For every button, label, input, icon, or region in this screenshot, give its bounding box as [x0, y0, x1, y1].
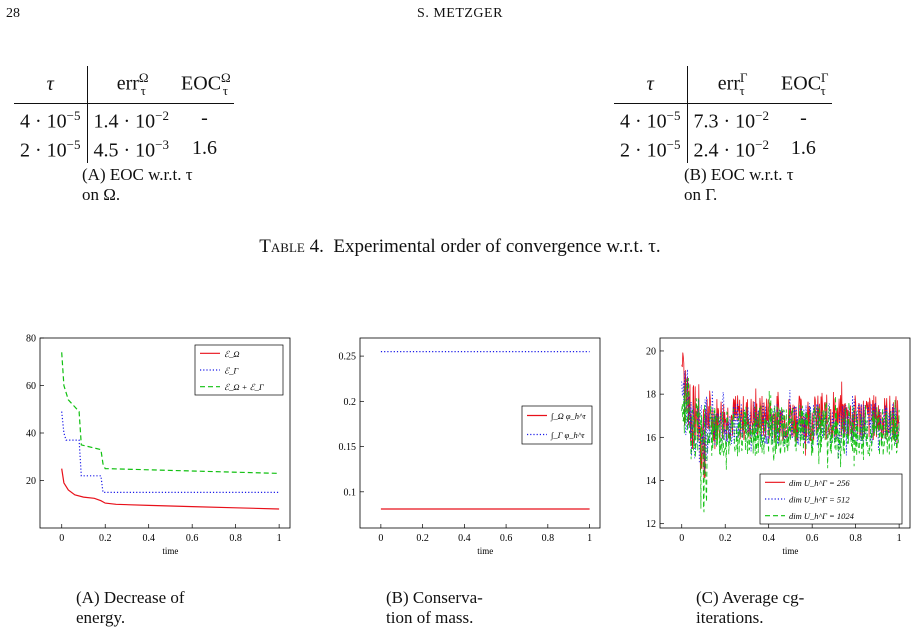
- x-tick-label: 0.8: [229, 533, 242, 544]
- y-tick-label: 80: [26, 334, 36, 345]
- table-b-caption: (B) EOC w.r.t. τ on Γ.: [684, 165, 794, 204]
- x-tick-label: 0.4: [762, 533, 775, 544]
- y-tick-label: 14: [646, 476, 656, 487]
- x-tick-label: 0.4: [142, 533, 155, 544]
- y-tick-label: 0.1: [344, 487, 357, 498]
- col-tau: τ: [14, 66, 88, 104]
- x-tick-label: 0.8: [849, 533, 862, 544]
- x-tick-label: 0.2: [416, 533, 429, 544]
- figure-a-caption: (A) Decrease of energy.: [76, 588, 185, 627]
- x-tick-label: 1: [587, 533, 592, 544]
- col-tau: τ: [614, 66, 688, 104]
- x-axis-label: time: [477, 546, 493, 556]
- series-line-1: [61, 411, 280, 493]
- table-row: 2 · 10−5 4.5 · 10−3 1.6: [14, 133, 234, 163]
- y-tick-label: 0.15: [339, 442, 357, 453]
- plot-frame: [359, 337, 601, 529]
- x-axis-label: time: [162, 546, 178, 556]
- x-tick-label: 0.2: [99, 533, 112, 544]
- x-tick-label: 0.4: [458, 533, 471, 544]
- col-err: errΓτ: [687, 66, 776, 104]
- y-tick-label: 40: [26, 429, 36, 440]
- legend-label: dim U_h^Γ = 1024: [789, 511, 855, 521]
- x-tick-label: 0.8: [542, 533, 555, 544]
- series-line-0: [61, 468, 280, 510]
- table-row: 4 · 10−5 1.4 · 10−2 -: [14, 103, 234, 134]
- x-tick-label: 0: [59, 533, 64, 544]
- eoc-table-omega: τ errΩτ EOCΩτ 4 · 10−5 1.4 · 10−2 - 2 · …: [14, 66, 234, 163]
- col-err: errΩτ: [87, 66, 176, 104]
- x-tick-label: 0.6: [806, 533, 819, 544]
- series-line-0: [681, 352, 900, 483]
- y-tick-label: 12: [646, 519, 656, 530]
- figure-b-caption: (B) Conserva-tion of mass.: [386, 588, 483, 627]
- legend-label: ∫_Γ φ_h^τ: [550, 430, 585, 441]
- x-tick-label: 1: [897, 533, 902, 544]
- col-eoc: EOCΩτ: [175, 66, 234, 104]
- y-tick-label: 0.2: [344, 397, 357, 408]
- col-eoc: EOCΓτ: [775, 66, 832, 104]
- eoc-table-gamma: τ errΓτ EOCΓτ 4 · 10−5 7.3 · 10−2 - 2 · …: [614, 66, 832, 163]
- table-row: 2 · 10−5 2.4 · 10−2 1.6: [614, 133, 832, 163]
- figure-c-caption: (C) Average cg-iterations.: [696, 588, 805, 627]
- cg-iterations-chart: 0 0.2 0.4 0.6 0.8 1 12 14 16 18 20 time dim U_h^Γ = …: [646, 337, 911, 556]
- x-tick-label: 0.6: [186, 533, 199, 544]
- table-a: τ errΩτ EOCΩτ 4 · 10−5 1.4 · 10−2 - 2 · …: [14, 66, 234, 163]
- table-row: 4 · 10−5 7.3 · 10−2 -: [614, 103, 832, 134]
- legend-label: ℰ_Ω + ℰ_Γ: [224, 382, 265, 392]
- plot-frame: [659, 337, 911, 529]
- running-head-author: S. METZGER: [417, 6, 503, 21]
- x-tick-label: 0.6: [500, 533, 513, 544]
- y-tick-label: 18: [646, 390, 656, 401]
- x-tick-label: 0: [679, 533, 684, 544]
- y-tick-label: 0.25: [339, 352, 357, 363]
- energy-chart: 0 0.2 0.4 0.6 0.8 1 20 40 60 80 time ℰ_Ω ℰ_Γ ℰ_Ω + ℰ_…: [26, 334, 291, 556]
- table-a-caption: (A) EOC w.r.t. τ on Ω.: [82, 165, 193, 204]
- x-tick-label: 1: [277, 533, 282, 544]
- series-line-2: [61, 352, 280, 474]
- series-line-1: [681, 369, 900, 474]
- y-tick-label: 60: [26, 381, 36, 392]
- mass-chart: 0 0.2 0.4 0.6 0.8 1 0.1 0.15 0.2 0.25 time ∫_Ω φ_h^…: [339, 337, 601, 556]
- page-number: 28: [6, 6, 20, 21]
- x-tick-label: 0.2: [719, 533, 732, 544]
- legend-label: dim U_h^Γ = 512: [789, 495, 850, 505]
- table-caption: Table 4. Experimental order of convergen…: [259, 236, 661, 257]
- legend-label: ℰ_Ω: [224, 349, 240, 359]
- legend-box: [521, 405, 593, 445]
- x-tick-label: 0: [378, 533, 383, 544]
- legend-label: ∫_Ω φ_h^τ: [550, 411, 587, 422]
- table-b: τ errΓτ EOCΓτ 4 · 10−5 7.3 · 10−2 - 2 · …: [614, 66, 832, 163]
- series-line-2: [681, 377, 900, 513]
- y-tick-label: 20: [646, 346, 656, 357]
- y-tick-label: 20: [26, 476, 36, 487]
- x-axis-label: time: [782, 546, 798, 556]
- legend-label: ℰ_Γ: [224, 366, 239, 376]
- y-tick-label: 16: [646, 433, 656, 444]
- legend-label: dim U_h^Γ = 256: [789, 478, 850, 488]
